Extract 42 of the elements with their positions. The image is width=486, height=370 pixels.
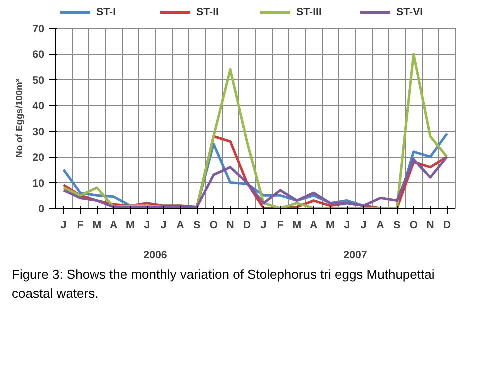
y-axis-title: No of Eggs/100m³ (14, 79, 25, 158)
x-tick-label: M (92, 220, 102, 232)
x-tick-label: D (443, 220, 452, 232)
x-tick-label: A (176, 220, 185, 232)
x-tick-label: J (60, 220, 67, 232)
x-tick-label: O (210, 220, 218, 232)
legend-label: ST-II (196, 6, 220, 18)
x-tick-label: J (360, 220, 367, 232)
y-tick-label: 40 (32, 100, 45, 113)
x-tick-label: D (243, 220, 252, 232)
y-tick-label: 50 (32, 74, 45, 87)
x-tick-label: J (344, 220, 350, 232)
legend-label: ST-I (96, 6, 116, 18)
y-tick-label: 0 (38, 204, 45, 216)
x-tick-label: J (144, 220, 150, 232)
x-tick-label: M (126, 220, 136, 232)
x-tick-label: O (410, 220, 418, 232)
x-tick-label: S (194, 220, 201, 232)
x-tick-label: F (277, 220, 284, 232)
x-tick-label: A (110, 220, 118, 232)
y-tick-label: 70 (32, 24, 45, 36)
x-tick-label: J (160, 220, 167, 232)
y-tick-label: 60 (32, 49, 45, 62)
x-tick-label: A (376, 220, 385, 232)
x-tick-label: M (292, 220, 302, 232)
line-series (62, 156, 448, 208)
x-tick-label: N (426, 220, 434, 232)
x-tick-label: M (326, 220, 336, 232)
x-tick-label: F (77, 220, 84, 232)
text: 2007 (344, 250, 368, 262)
x-tick-label: N (226, 220, 234, 232)
y-tick-label: 10 (32, 178, 45, 190)
x-tick-label: S (394, 220, 401, 232)
legend-label: ST-III (296, 6, 322, 18)
y-tick-label: 30 (32, 126, 45, 138)
text: 2006 (144, 250, 168, 262)
x-tick-label: J (260, 220, 267, 232)
line-series (62, 52, 448, 208)
caption: Figure 3: Shows the monthly variation of Stolephorus tri eggs Muthupettai coastal waters. (12, 266, 436, 303)
y-tick-label: 20 (32, 152, 45, 164)
x-tick-label: A (310, 220, 318, 232)
legend-label: ST-VI (396, 6, 424, 18)
